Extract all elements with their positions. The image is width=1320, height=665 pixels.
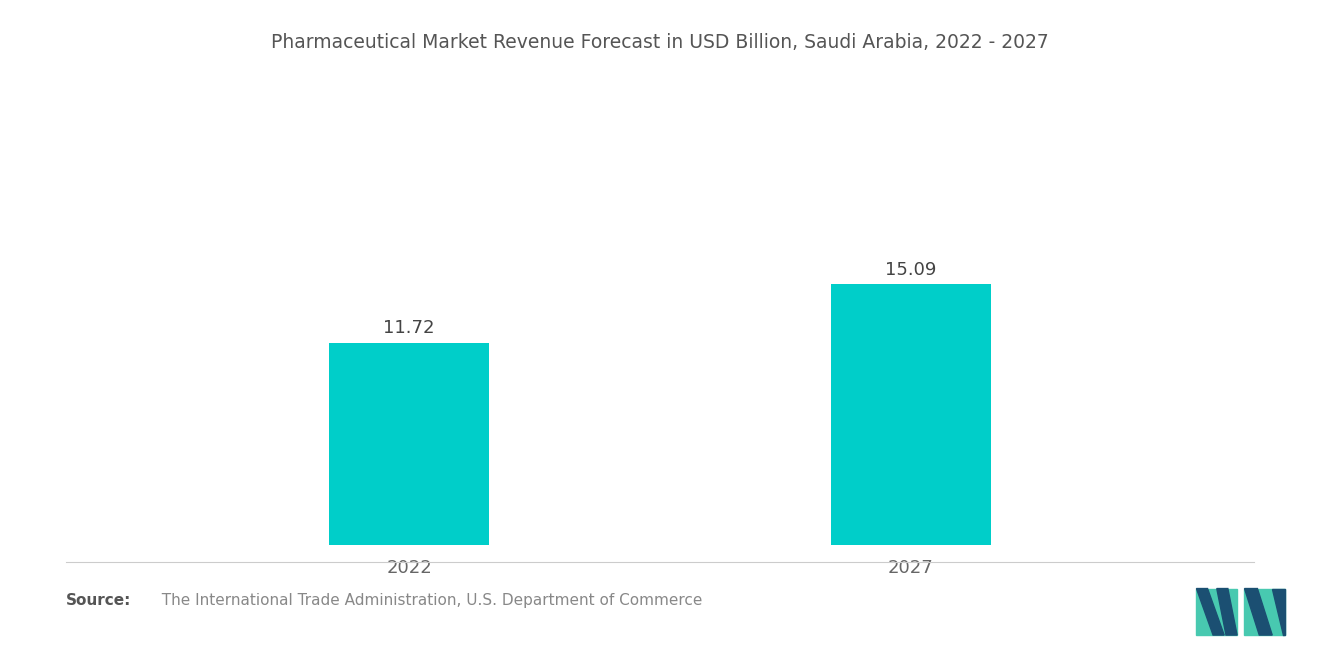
Polygon shape — [1196, 589, 1224, 635]
Polygon shape — [1217, 589, 1237, 635]
Text: Source:: Source: — [66, 593, 132, 608]
Bar — [329, 342, 490, 545]
Bar — [1196, 589, 1237, 635]
Polygon shape — [1272, 589, 1286, 635]
Bar — [830, 285, 991, 545]
Text: 15.09: 15.09 — [886, 261, 936, 279]
Text: 11.72: 11.72 — [383, 319, 436, 337]
Text: Pharmaceutical Market Revenue Forecast in USD Billion, Saudi Arabia, 2022 - 2027: Pharmaceutical Market Revenue Forecast i… — [271, 33, 1049, 53]
Text: The International Trade Administration, U.S. Department of Commerce: The International Trade Administration, … — [152, 593, 702, 608]
Polygon shape — [1245, 589, 1272, 635]
Bar — [1245, 589, 1286, 635]
